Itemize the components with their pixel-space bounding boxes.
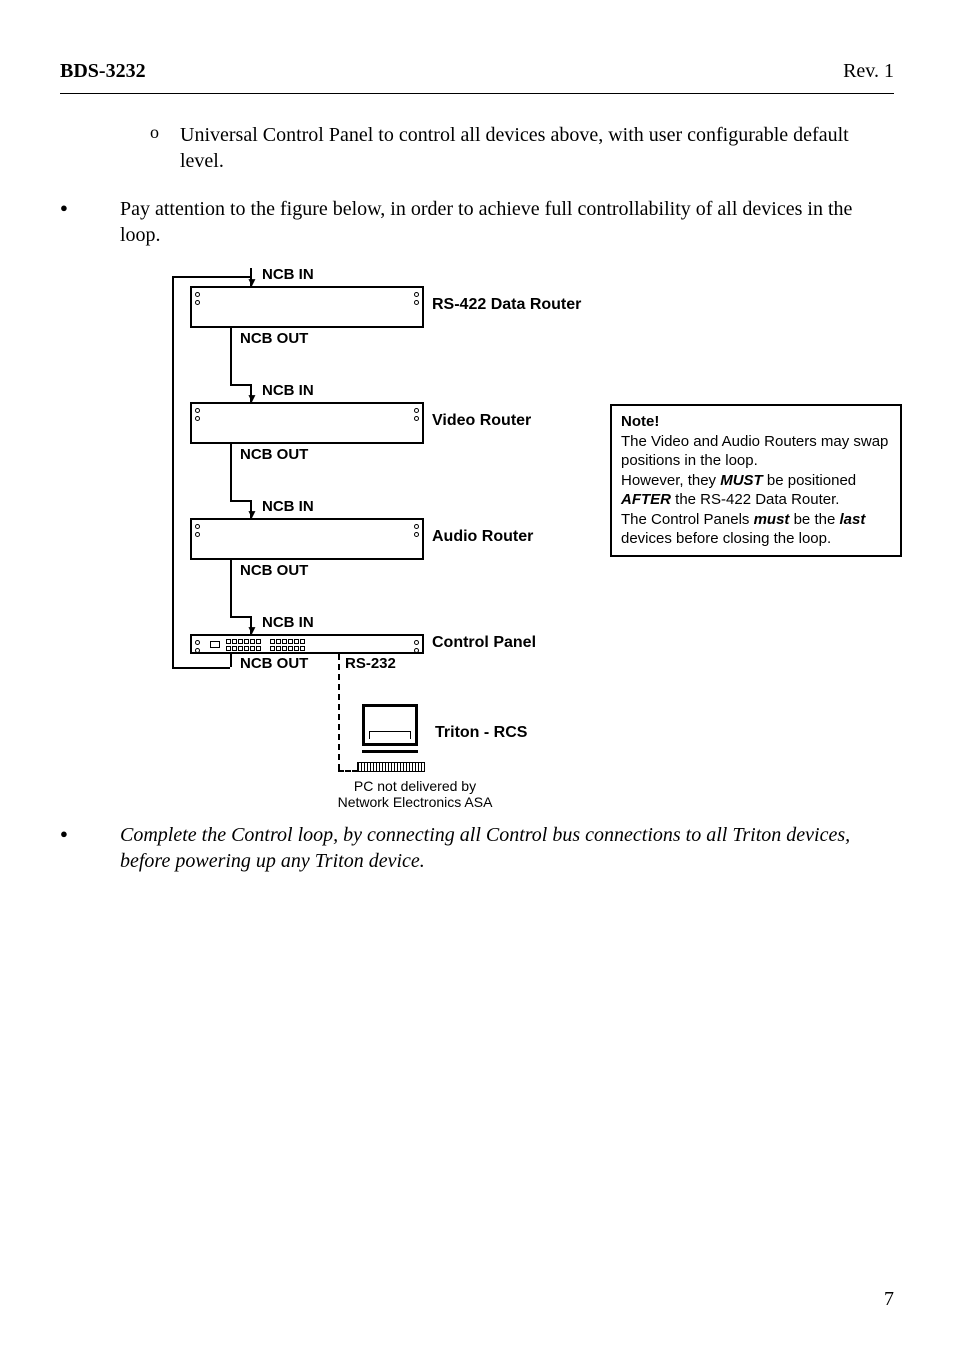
ncb-out-label: NCB OUT	[240, 562, 308, 579]
bullet-circle-icon: o	[150, 122, 180, 174]
pc-note: PC not delivered byNetwork Electronics A…	[320, 778, 510, 810]
device-box	[190, 634, 424, 654]
arrow-down-icon: ▼	[246, 278, 258, 286]
ncb-out-label: NCB OUT	[240, 655, 308, 672]
header-right: Rev. 1	[843, 60, 894, 83]
device-label: RS-422 Data Router	[432, 296, 581, 314]
main-bullet-3: ● Complete the Control loop, by connecti…	[60, 822, 894, 874]
ncb-in-label: NCB IN	[262, 498, 314, 515]
triton-label: Triton - RCS	[435, 724, 527, 742]
monitor-icon	[362, 704, 418, 753]
arrow-down-icon: ▼	[246, 394, 258, 402]
device-label: Control Panel	[432, 634, 536, 652]
main-bullet-2: ● Pay attention to the figure below, in …	[60, 196, 894, 248]
device-box	[190, 402, 424, 444]
device-label: Audio Router	[432, 528, 533, 546]
bullet-dot-icon: ●	[60, 822, 120, 874]
ncb-out-label: NCB OUT	[240, 330, 308, 347]
note-box: Note! The Video and Audio Routers may sw…	[610, 404, 902, 557]
device-box	[190, 518, 424, 560]
rs232-label: RS-232	[345, 655, 396, 672]
ncb-out-label: NCB OUT	[240, 446, 308, 463]
device-label: Video Router	[432, 412, 531, 430]
arrow-down-icon: ▼	[246, 626, 258, 634]
header-left: BDS-3232	[60, 60, 146, 83]
ncb-in-label: NCB IN	[262, 614, 314, 631]
device-box	[190, 286, 424, 328]
sub-bullet-1: o Universal Control Panel to control all…	[150, 122, 894, 174]
page-number: 7	[884, 1288, 894, 1311]
ncb-in-label: NCB IN	[262, 382, 314, 399]
keyboard-icon	[357, 762, 425, 772]
bullet-dot-icon: ●	[60, 196, 120, 248]
control-loop-diagram: RS-422 Data Router Video Router Audio Ro…	[120, 262, 894, 822]
ncb-in-label: NCB IN	[262, 266, 314, 283]
arrow-down-icon: ▼	[246, 510, 258, 518]
